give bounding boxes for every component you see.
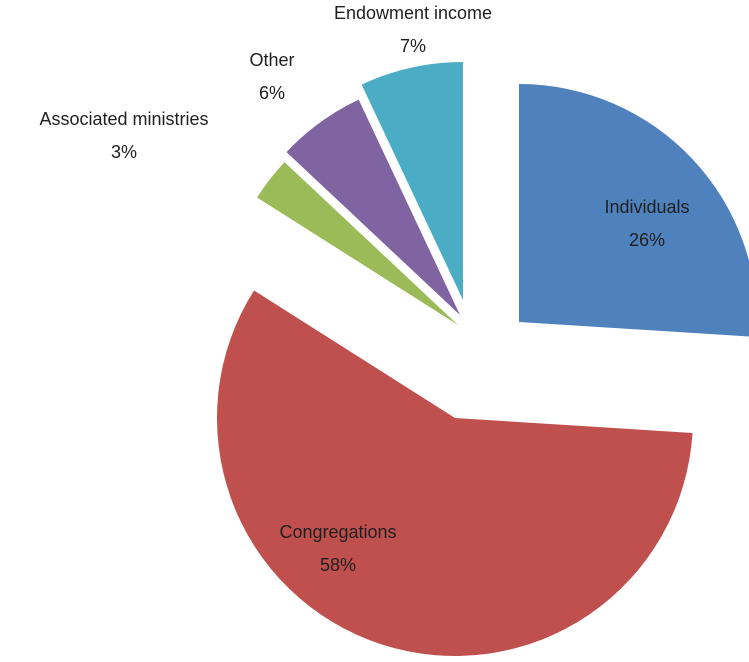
slice-label-other: Other bbox=[249, 50, 294, 70]
slice-value-endowment-income: 7% bbox=[400, 36, 426, 56]
slice-value-other: 6% bbox=[259, 83, 285, 103]
slice-label-associated-ministries: Associated ministries bbox=[39, 109, 208, 129]
slice-label-individuals: Individuals bbox=[604, 197, 689, 217]
pie-slice-endowment-income bbox=[361, 62, 463, 300]
slice-label-endowment-income: Endowment income bbox=[334, 3, 492, 23]
slice-value-congregations: 58% bbox=[320, 555, 356, 575]
pie-slice-individuals bbox=[519, 84, 749, 337]
labels-layer: Individuals 26% Congregations 58% Associated… bbox=[39, 3, 689, 575]
pie-slice-other bbox=[286, 99, 460, 316]
pie-slice-associated-ministries bbox=[257, 162, 458, 325]
slice-label-congregations: Congregations bbox=[279, 522, 396, 542]
pie-slice-congregations bbox=[216, 290, 693, 656]
slice-value-associated-ministries: 3% bbox=[111, 142, 137, 162]
slice-value-individuals: 26% bbox=[629, 230, 665, 250]
slices-layer bbox=[216, 62, 749, 656]
